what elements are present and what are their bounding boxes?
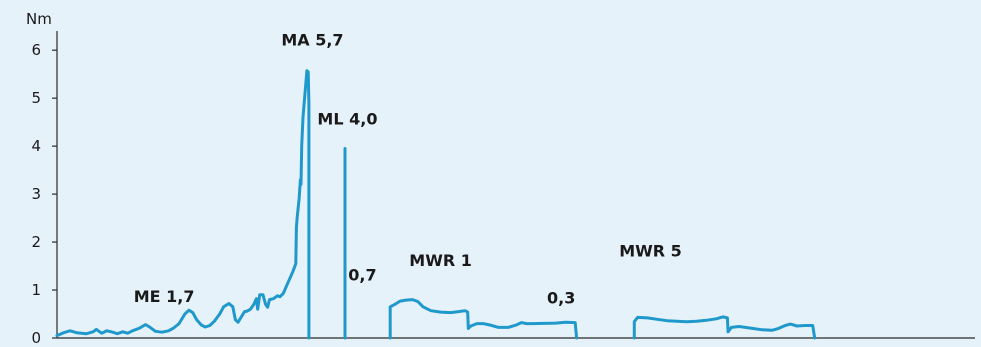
annotation-label: MA 5,7: [281, 30, 343, 49]
annotation-labels: MA 5,7 ML 4,0 ME 1,7 0,7 MWR 1 0,3 MWR 5: [134, 30, 682, 307]
annotation-label: MWR 5: [619, 241, 682, 260]
y-tick-label: 4: [31, 137, 41, 155]
series-line-segment: [388, 298, 579, 340]
y-axis-ticks: 0 1 2 3 4 5 6: [31, 41, 57, 347]
annotation-label: ME 1,7: [134, 287, 195, 306]
y-tick-label: 0: [31, 329, 41, 347]
series-line-segment: [55, 69, 311, 340]
torque-series: [55, 69, 817, 340]
y-tick-label: 5: [31, 89, 41, 107]
y-axis-unit-label: Nm: [26, 10, 52, 28]
y-tick-label: 1: [31, 281, 41, 299]
annotation-label: ML 4,0: [317, 110, 377, 129]
annotation-label: MWR 1: [409, 251, 472, 270]
y-tick-label: 3: [31, 185, 41, 203]
series-line-segment: [632, 315, 817, 340]
annotation-label: 0,3: [547, 288, 575, 307]
y-tick-label: 6: [31, 41, 41, 59]
annotation-label: 0,7: [348, 265, 376, 284]
y-tick-label: 2: [31, 233, 41, 251]
